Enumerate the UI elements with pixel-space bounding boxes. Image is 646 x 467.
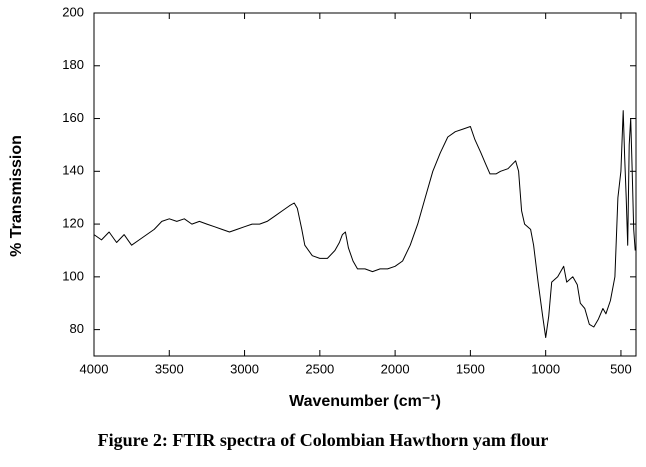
- x-tick-label: 2000: [381, 361, 410, 376]
- y-tick-label: 120: [62, 216, 84, 231]
- y-tick-label: 180: [62, 57, 84, 72]
- x-tick-label: 1500: [456, 361, 485, 376]
- y-axis-title: % Transmission: [8, 135, 25, 257]
- x-tick-label: 4000: [80, 361, 109, 376]
- spectrum-line: [93, 110, 636, 338]
- x-tick-label: 3500: [155, 361, 184, 376]
- y-tick-label: 200: [62, 4, 84, 19]
- x-tick-label: 2500: [305, 361, 334, 376]
- x-tick-label: 1000: [531, 361, 560, 376]
- figure-caption: Figure 2: FTIR spectra of Colombian Hawt…: [98, 430, 549, 450]
- x-axis-title: Wavenumber (cm⁻¹): [289, 393, 441, 410]
- y-tick-label: 80: [70, 321, 84, 336]
- plot-frame: [93, 12, 637, 357]
- y-tick-label: 100: [62, 268, 84, 283]
- x-tick-label: 500: [610, 361, 632, 376]
- x-tick-label: 3000: [230, 361, 259, 376]
- y-tick-label: 140: [62, 163, 84, 178]
- y-tick-label: 160: [62, 110, 84, 125]
